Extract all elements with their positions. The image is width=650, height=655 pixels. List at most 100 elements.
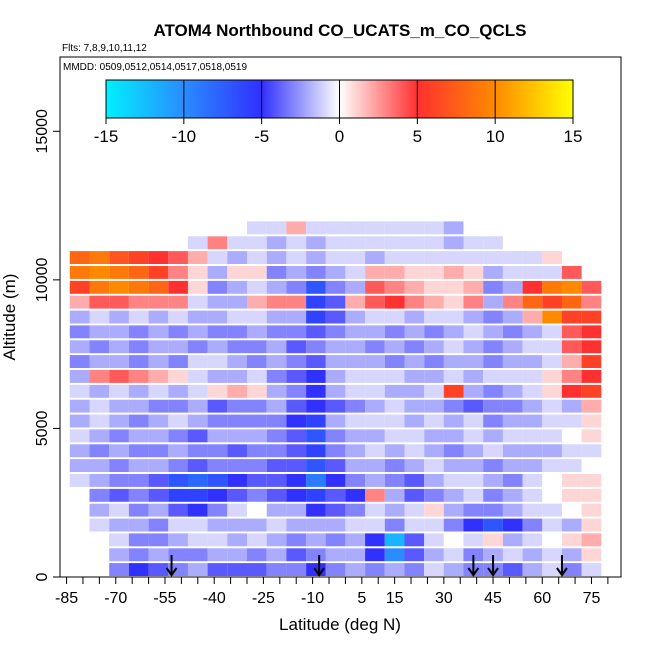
heatmap-cell (69, 295, 90, 309)
heatmap-cell (148, 548, 169, 562)
heatmap-cell (187, 355, 208, 368)
heatmap-cell (404, 280, 425, 294)
heatmap-cell (404, 295, 425, 309)
x-axis: -85 -70 -55 -40 -25 -10 5 15 30 45 60 75 (55, 576, 621, 607)
heatmap-cell (561, 444, 582, 458)
heatmap-cell (345, 444, 366, 458)
heatmap-cell (502, 340, 523, 354)
heatmap-cell (404, 384, 425, 398)
heatmap-cell (266, 459, 287, 472)
heatmap-cell (502, 355, 523, 368)
heatmap-cell (522, 548, 543, 562)
heatmap-cell (502, 310, 523, 324)
heatmap-cell (128, 459, 149, 472)
x-tick-label: 75 (583, 590, 601, 607)
heatmap-cell (522, 340, 543, 354)
heatmap-cell (483, 310, 503, 324)
heatmap-cell (89, 474, 110, 487)
heatmap-cell (207, 548, 228, 562)
heatmap-cell (384, 488, 405, 502)
heatmap-cell (463, 429, 484, 443)
heatmap-cell (187, 518, 208, 532)
heatmap-cell (365, 414, 385, 428)
heatmap-cell (424, 474, 444, 487)
heatmap-cell (542, 295, 562, 309)
heatmap-cell (227, 488, 247, 502)
heatmap-cell (227, 266, 247, 279)
heatmap-cell (109, 503, 129, 517)
heatmap-cell (443, 340, 464, 354)
heatmap-cell (128, 444, 149, 458)
heatmap-cell (581, 280, 602, 294)
colorbar-tick-label: 15 (564, 127, 583, 146)
heatmap-cell (463, 295, 484, 309)
colorbar-tick-label: -15 (94, 127, 119, 146)
heatmap-cell (69, 251, 90, 264)
heatmap-cell (207, 340, 228, 354)
heatmap-cell (463, 548, 484, 562)
heatmap-cell (148, 325, 169, 339)
heatmap-cell (207, 503, 228, 517)
heatmap-cell (168, 325, 188, 339)
heatmap-cell (581, 355, 602, 368)
heatmap-cell (266, 221, 287, 235)
heatmap-cell (247, 533, 267, 547)
heatmap-cell (424, 280, 444, 294)
heatmap-cell (542, 325, 562, 339)
heatmap-cell (463, 355, 484, 368)
heatmap-cell (365, 310, 385, 324)
heatmap-cell (384, 355, 405, 368)
heatmap-cell (207, 310, 228, 324)
heatmap-cell (463, 370, 484, 383)
heatmap-cell (128, 355, 149, 368)
heatmap-cell (443, 325, 464, 339)
flight-arrow (165, 555, 178, 577)
flight-arrow-head (556, 567, 568, 577)
heatmap-cell (502, 295, 523, 309)
flight-arrow-head (487, 567, 499, 577)
heatmap-cell (483, 503, 503, 517)
y-axis: 0 5000 10000 15000 (34, 109, 60, 581)
heatmap-cell (207, 280, 228, 294)
heatmap-cell (365, 459, 385, 472)
heatmap-cell (306, 518, 326, 532)
heatmap-cell (502, 266, 523, 279)
heatmap-cell (424, 370, 444, 383)
heatmap-cell (424, 384, 444, 398)
colorbar-tick-label: -5 (254, 127, 269, 146)
heatmap-cell (325, 325, 346, 339)
heatmap-cell (345, 236, 366, 250)
heatmap-cell (286, 474, 307, 487)
heatmap-cell (286, 533, 307, 547)
heatmap-cell (443, 384, 464, 398)
heatmap-cell (187, 399, 208, 413)
heatmap-cell (463, 280, 484, 294)
heatmap-cell (306, 340, 326, 354)
heatmap-cell (522, 429, 543, 443)
heatmap-cell (89, 429, 110, 443)
heatmap-cell (109, 563, 129, 576)
heatmap-cell (89, 340, 110, 354)
heatmap-cell (345, 533, 366, 547)
heatmap-cell (325, 459, 346, 472)
heatmap-cell (227, 325, 247, 339)
heatmap-cell (384, 236, 405, 250)
heatmap-cell (286, 399, 307, 413)
flight-arrow (487, 555, 499, 577)
heatmap-cell (384, 266, 405, 279)
heatmap-cell (187, 429, 208, 443)
heatmap-cell (463, 533, 484, 547)
heatmap-cell (404, 444, 425, 458)
heatmap-cell (325, 429, 346, 443)
heatmap-cell (581, 429, 602, 443)
heatmap-cell (168, 384, 188, 398)
heatmap-cell (502, 563, 523, 576)
heatmap-cell (266, 295, 287, 309)
heatmap-cell (187, 459, 208, 472)
heatmap-cell (187, 563, 208, 576)
heatmap-cell (227, 429, 247, 443)
heatmap-cell (365, 236, 385, 250)
heatmap-cell (286, 548, 307, 562)
heatmap-cell (463, 488, 484, 502)
